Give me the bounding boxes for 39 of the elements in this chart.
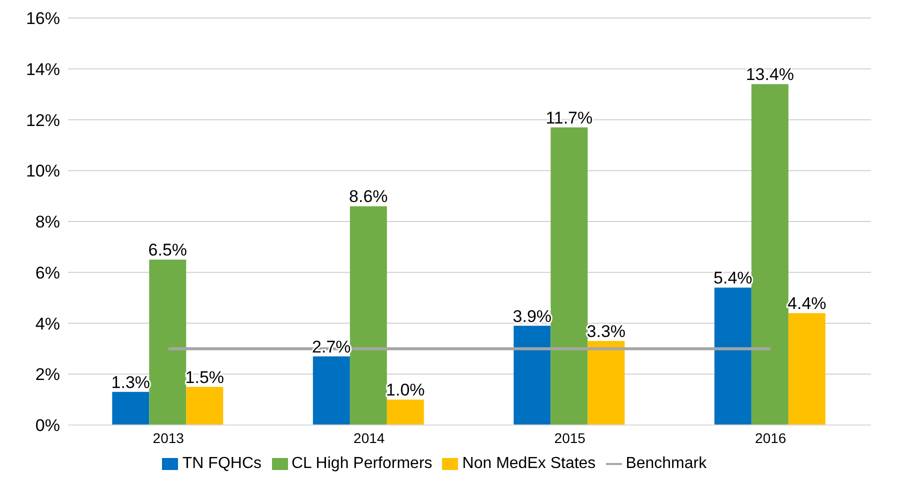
y-tick-label: 14%: [26, 60, 60, 79]
bar: [714, 288, 752, 425]
bar: [312, 356, 350, 425]
y-tick-label: 12%: [26, 110, 60, 130]
bar: [788, 313, 826, 425]
bar: [751, 84, 788, 425]
x-tick-label: 2015: [554, 430, 586, 446]
data-label: 3.9%: [512, 306, 552, 326]
x-tick-label: 2016: [755, 430, 786, 446]
data-label: 1.3%: [111, 372, 150, 392]
y-tick-label: 10%: [26, 162, 60, 181]
y-tick-label: 6%: [35, 263, 60, 282]
x-tick-label: 2014: [354, 430, 385, 446]
data-label: 1.5%: [185, 368, 224, 387]
y-tick-label: 0%: [35, 416, 60, 436]
legend-label: CL High Performers: [292, 455, 432, 472]
bar: [149, 260, 186, 425]
legend-label: Non MedEx States: [462, 455, 596, 472]
y-tick-label: 2%: [35, 365, 60, 384]
bar: [386, 400, 424, 425]
legend-label: TN FQHCs: [182, 455, 262, 472]
bar: [514, 326, 551, 425]
data-label: 1.0%: [386, 380, 425, 400]
data-label: 13.4%: [746, 65, 794, 84]
bar: [350, 206, 387, 425]
legend-label: Benchmark: [626, 455, 707, 472]
y-tick-label: 4%: [35, 314, 60, 334]
bar: [112, 392, 150, 425]
data-label: 8.6%: [349, 187, 388, 206]
y-tick-label: 8%: [35, 212, 60, 232]
x-tick-label: 2013: [152, 430, 184, 446]
bar: [186, 386, 224, 425]
y-tick-label: 16%: [26, 9, 60, 28]
data-label: 2.7%: [312, 337, 351, 356]
data-label: 11.7%: [546, 108, 593, 128]
bar: [588, 341, 625, 425]
bar: [550, 127, 588, 425]
data-label: 3.3%: [586, 322, 626, 342]
data-label: 6.5%: [148, 240, 188, 260]
